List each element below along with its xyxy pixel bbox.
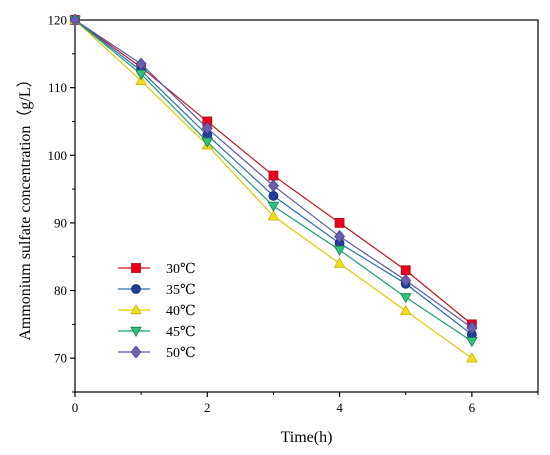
data-point (333, 257, 346, 268)
y-axis-ticks: 70 80 90 100 110 120 (48, 13, 75, 393)
data-point (400, 265, 411, 276)
data-point (268, 170, 279, 181)
legend-marker (131, 284, 141, 294)
data-point (399, 304, 412, 316)
legend-label: 35℃ (166, 283, 196, 298)
data-point (465, 337, 478, 348)
data-point (399, 293, 412, 304)
data-point (267, 179, 279, 193)
data-point (400, 273, 412, 287)
data-point (267, 210, 280, 221)
legend-marker (130, 326, 142, 337)
x-tick-label: 4 (336, 400, 343, 415)
y-tick-label: 100 (48, 148, 68, 163)
plot-border (74, 19, 539, 393)
data-point (201, 137, 214, 148)
legend-label: 45℃ (166, 325, 196, 340)
x-axis-title: Time(h) (281, 429, 333, 446)
legend-entry: 35℃ (118, 283, 196, 298)
y-tick-label: 110 (48, 80, 67, 95)
legend-label: 40℃ (166, 304, 196, 319)
y-axis-title: Ammonium sulfate concentration（g/L） (16, 71, 34, 340)
legend: 30℃ 35℃ 40℃ 45℃ 50℃ (118, 262, 196, 361)
data-point (268, 190, 279, 201)
x-tick-label: 0 (72, 400, 79, 415)
series-4 (69, 13, 478, 335)
legend-marker (130, 304, 142, 315)
x-axis-ticks: 0 2 4 6 (72, 392, 539, 415)
y-tick-label: 70 (54, 351, 67, 366)
data-point (465, 352, 478, 363)
legend-entry: 40℃ (118, 304, 196, 319)
data-point (466, 321, 478, 335)
legend-label: 30℃ (166, 262, 196, 277)
plot-frame (74, 19, 539, 393)
data-point (334, 218, 345, 228)
legend-entry: 45℃ (118, 325, 196, 340)
data-point (135, 57, 147, 71)
y-tick-label: 80 (54, 283, 67, 298)
y-tick-label: 120 (48, 13, 68, 28)
series-layer (69, 13, 478, 363)
legend-entry: 50℃ (118, 345, 196, 361)
data-point (334, 229, 346, 243)
legend-marker (130, 345, 142, 359)
x-tick-label: 2 (204, 400, 211, 415)
data-point (69, 13, 81, 27)
y-tick-label: 90 (54, 215, 67, 230)
legend-label: 50℃ (166, 346, 196, 361)
legend-entry: 30℃ (118, 262, 196, 277)
data-point (135, 74, 148, 86)
legend-marker (131, 263, 141, 273)
data-point (201, 121, 213, 135)
data-point (333, 245, 346, 256)
data-point (267, 201, 280, 212)
x-tick-label: 6 (469, 400, 476, 415)
